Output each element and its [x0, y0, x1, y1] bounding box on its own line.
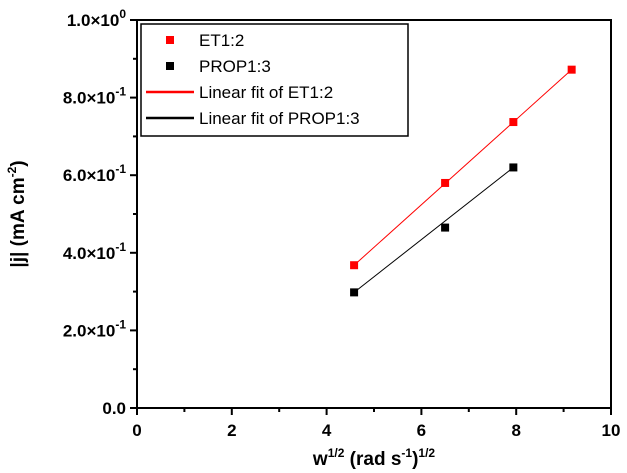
- y-tick-label: 0.0: [102, 399, 126, 418]
- y-axis: 0.0 2.0×10-1 4.0×10-1 6.0×10-1 8.0×10-1 1.0×1…: [63, 7, 137, 418]
- legend-label: PROP1:3: [199, 57, 271, 76]
- data-point: [509, 118, 518, 127]
- fit-line: [353, 69, 572, 266]
- data-point: [350, 288, 359, 297]
- fit-lines: [353, 69, 572, 293]
- y-tick-label: 6.0×10-1: [63, 162, 126, 185]
- x-tick-label: 8: [511, 421, 520, 440]
- y-tick-label: 1.0×100: [67, 7, 126, 30]
- legend-label: Linear fit of ET1:2: [199, 83, 333, 102]
- x-tick-label: 4: [322, 421, 332, 440]
- legend-marker: [166, 62, 174, 70]
- x-axis-title: w1/2 (rad s-1)1/2: [312, 446, 436, 470]
- data-points: [350, 65, 576, 297]
- fit-line: [353, 167, 514, 293]
- axis-titles: w1/2 (rad s-1)1/2 |j| (mA cm-2): [5, 160, 435, 470]
- legend-label: Linear fit of PROP1:3: [199, 109, 360, 128]
- data-point: [567, 65, 576, 74]
- x-tick-label: 6: [417, 421, 426, 440]
- y-tick-label: 4.0×10-1: [63, 240, 126, 263]
- data-point: [441, 178, 450, 187]
- legend: ET1:2 PROP1:3 Linear fit of ET1:2 Linear fi…: [140, 23, 409, 137]
- y-axis-title: |j| (mA cm-2): [5, 160, 29, 267]
- x-axis: 0 2 4 6 8 10: [132, 408, 620, 440]
- legend-marker: [166, 36, 174, 44]
- data-point: [509, 163, 518, 172]
- legend-label: ET1:2: [199, 31, 244, 50]
- x-tick-label: 2: [227, 421, 236, 440]
- x-tick-label: 10: [602, 421, 621, 440]
- y-tick-label: 2.0×10-1: [63, 317, 126, 340]
- data-point: [441, 223, 450, 232]
- data-point: [350, 261, 359, 270]
- x-tick-label: 0: [132, 421, 141, 440]
- y-tick-label: 8.0×10-1: [63, 85, 126, 108]
